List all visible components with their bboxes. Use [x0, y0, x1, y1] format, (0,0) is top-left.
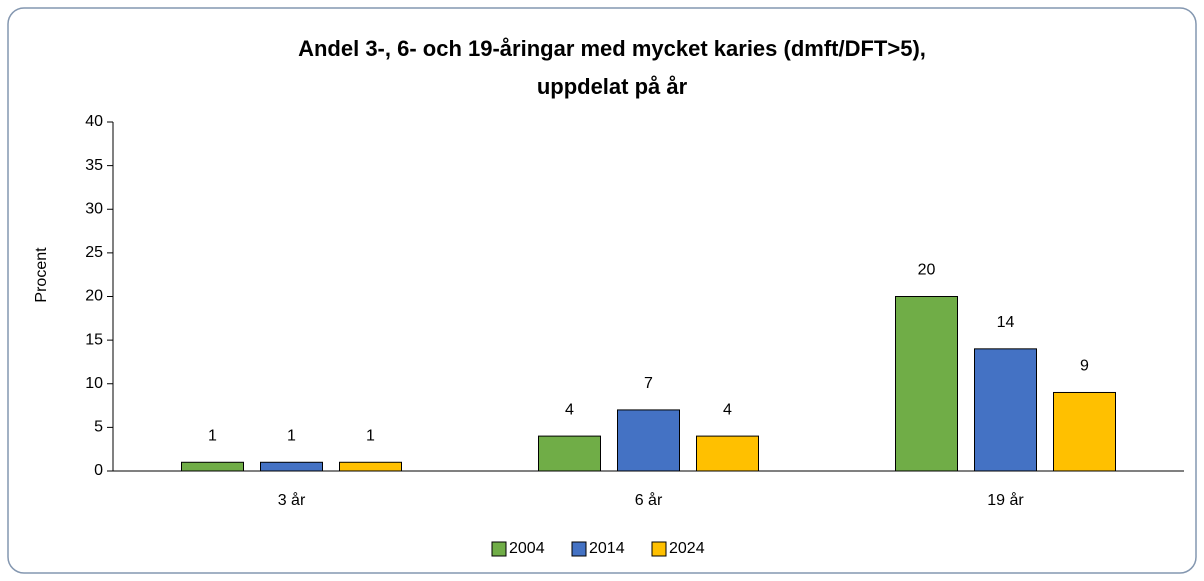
x-tick-label: 6 år [635, 491, 663, 509]
bar [696, 435, 759, 472]
data-label: 4 [565, 401, 574, 418]
legend-swatch [491, 541, 507, 557]
y-tick-label: 5 [94, 419, 103, 436]
legend-swatch [571, 541, 587, 557]
data-label: 1 [287, 427, 296, 444]
bar [617, 409, 680, 472]
bar [974, 348, 1037, 472]
bar [1053, 391, 1116, 472]
y-tick-label: 30 [85, 200, 103, 217]
data-label: 7 [644, 375, 653, 392]
y-tick-label: 25 [85, 244, 103, 261]
y-axis-label: Procent [33, 247, 50, 303]
data-label: 4 [723, 401, 732, 418]
data-label: 1 [366, 427, 375, 444]
bar [181, 461, 244, 472]
bar [895, 296, 958, 472]
data-label: 9 [1080, 358, 1089, 375]
bar [339, 461, 402, 472]
legend-swatch [651, 541, 667, 557]
y-tick-label: 40 [85, 113, 103, 130]
y-tick-label: 15 [85, 331, 103, 348]
bar [538, 435, 601, 472]
data-label: 20 [918, 262, 936, 279]
legend-label: 2014 [589, 540, 625, 557]
y-tick-label: 20 [85, 288, 103, 305]
legend-label: 2024 [669, 540, 705, 557]
y-tick-label: 35 [85, 157, 103, 174]
x-tick-label: 3 år [278, 491, 306, 509]
bar [260, 461, 323, 472]
y-tick-label: 0 [94, 462, 103, 479]
data-label: 1 [208, 427, 217, 444]
legend-label: 2004 [509, 540, 545, 557]
x-tick-label: 19 år [987, 491, 1024, 509]
y-tick-label: 10 [85, 375, 103, 392]
data-label: 14 [997, 314, 1015, 331]
chart-title: uppdelat på år [537, 74, 688, 99]
chart-title: Andel 3-, 6- och 19-åringar med mycket k… [298, 36, 926, 61]
